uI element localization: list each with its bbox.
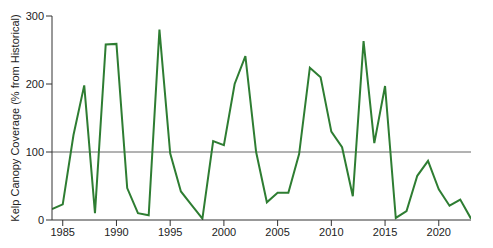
- svg-text:1990: 1990: [104, 226, 128, 238]
- svg-text:2015: 2015: [373, 226, 397, 238]
- svg-text:100: 100: [26, 146, 44, 158]
- svg-text:2000: 2000: [212, 226, 236, 238]
- svg-text:Kelp Canopy Coverage (% from H: Kelp Canopy Coverage (% from Historical): [9, 14, 21, 221]
- svg-text:1985: 1985: [51, 226, 75, 238]
- svg-text:300: 300: [26, 10, 44, 22]
- svg-text:2005: 2005: [265, 226, 289, 238]
- svg-text:200: 200: [26, 78, 44, 90]
- svg-text:0: 0: [38, 214, 44, 226]
- svg-text:2010: 2010: [319, 226, 343, 238]
- svg-text:2020: 2020: [427, 226, 451, 238]
- svg-text:1995: 1995: [158, 226, 182, 238]
